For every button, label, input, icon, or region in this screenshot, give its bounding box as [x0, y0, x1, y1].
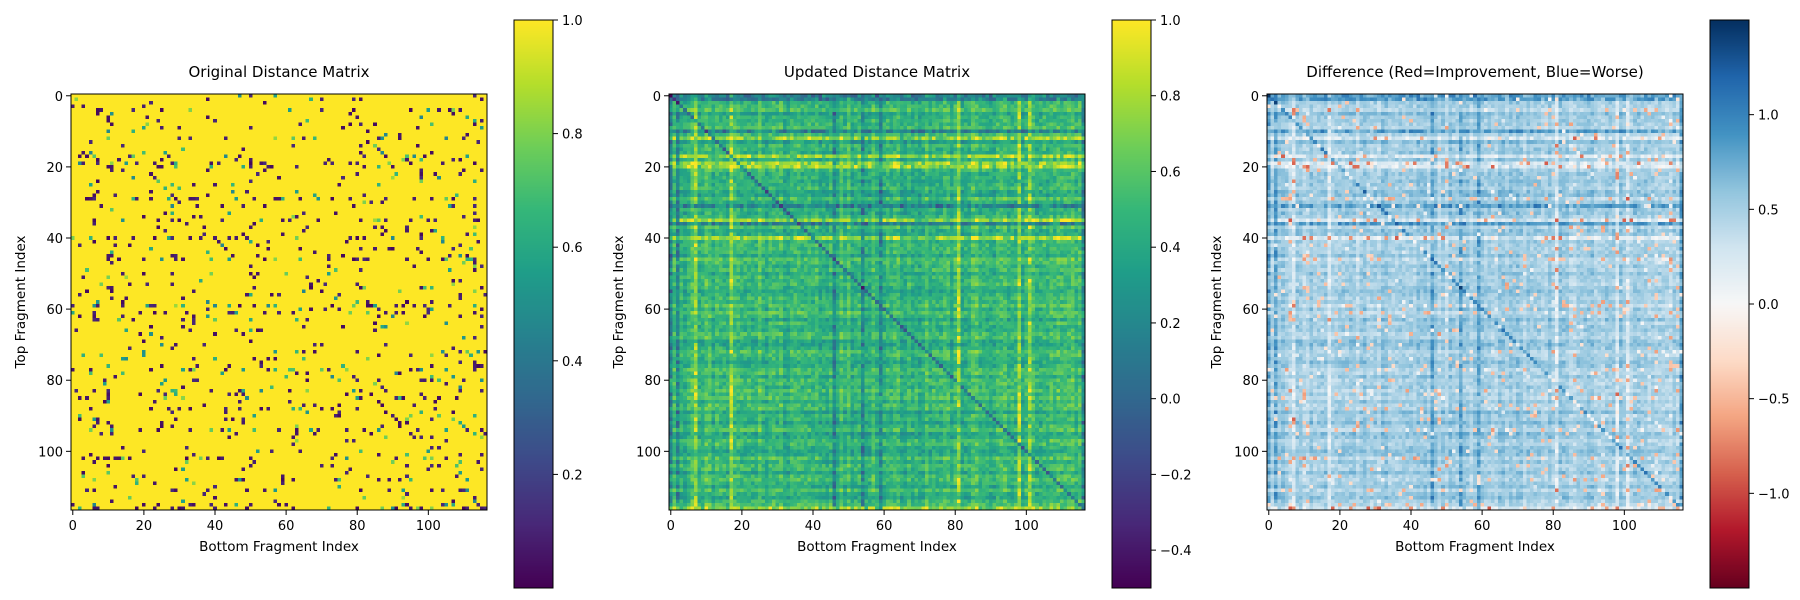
y-tick-label: 40	[1242, 232, 1259, 247]
colorbar-tick-label: 1.0	[1758, 109, 1779, 124]
x-tick-label: 80	[349, 519, 366, 534]
colorbar-tick-label: 0.4	[562, 355, 583, 370]
panel-original-x-ticks: 0 20 40 60 80 100	[69, 510, 441, 534]
x-tick-label: 0	[1265, 519, 1273, 534]
panel-original-xlabel: Bottom Fragment Index	[199, 539, 359, 555]
colorbar-tick-label: 1.0	[1160, 14, 1181, 29]
x-tick-label: 40	[805, 519, 822, 534]
y-tick-label: 60	[1242, 303, 1259, 318]
y-tick-label: 20	[644, 161, 661, 176]
colorbar-updated-frame	[1111, 19, 1152, 589]
heatmap-original	[71, 94, 487, 510]
x-tick-label: 80	[1545, 519, 1562, 534]
x-tick-label: 20	[1332, 519, 1349, 534]
colorbar-tick-label: 0.0	[1160, 393, 1181, 408]
heatmap-updated	[669, 94, 1085, 510]
panel-difference: Difference (Red=Improvement, Blue=Worse)…	[1209, 19, 1790, 589]
x-tick-label: 60	[278, 519, 295, 534]
colorbar-tick-label: 0.6	[1160, 165, 1181, 180]
panel-original-ylabel: Top Fragment Index	[13, 235, 29, 369]
y-tick-label: 100	[1234, 445, 1259, 460]
x-tick-label: 100	[1014, 519, 1039, 534]
panel-updated-xlabel: Bottom Fragment Index	[797, 539, 957, 555]
panel-original-title: Original Distance Matrix	[188, 63, 369, 81]
x-tick-label: 60	[1474, 519, 1491, 534]
y-tick-label: 60	[46, 303, 63, 318]
panel-difference-ylabel: Top Fragment Index	[1209, 235, 1225, 369]
y-tick-label: 0	[1251, 90, 1259, 105]
panel-difference-y-ticks: 0 20 40 60 80 100	[1234, 90, 1267, 460]
x-tick-label: 100	[1612, 519, 1637, 534]
panel-difference-x-ticks: 0 20 40 60 80 100	[1265, 510, 1637, 534]
panel-original-y-ticks: 0 20 40 60 80 100	[38, 90, 71, 460]
colorbar-tick-label: 0.8	[1160, 90, 1181, 105]
y-tick-label: 80	[46, 374, 63, 389]
y-tick-label: 20	[46, 161, 63, 176]
x-tick-label: 100	[416, 519, 441, 534]
colorbar-tick-label: 0.6	[562, 241, 583, 256]
panel-updated-ylabel: Top Fragment Index	[611, 235, 627, 369]
panel-updated-y-ticks: 0 20 40 60 80 100	[636, 90, 669, 460]
x-tick-label: 0	[667, 519, 675, 534]
colorbar-updated	[1112, 20, 1151, 588]
colorbar-tick-label: 0.5	[1758, 203, 1779, 218]
panel-updated-title: Updated Distance Matrix	[784, 63, 970, 81]
heatmap-updated-frame	[668, 93, 1086, 511]
colorbar-tick-label: −0.5	[1758, 393, 1790, 408]
y-tick-label: 0	[653, 90, 661, 105]
panel-difference-title: Difference (Red=Improvement, Blue=Worse)	[1306, 63, 1643, 81]
x-tick-label: 80	[947, 519, 964, 534]
colorbar-tick-label: −1.0	[1758, 487, 1790, 502]
y-tick-label: 80	[1242, 374, 1259, 389]
y-tick-label: 40	[644, 232, 661, 247]
colorbar-tick-label: −0.2	[1160, 468, 1192, 483]
colorbar-tick-label: −0.4	[1160, 544, 1192, 559]
panel-updated: Updated Distance Matrix 0 20 40 60 80 100 0 20…	[611, 14, 1192, 589]
colorbar-difference-ticks: −1.0 −0.5 0.0 0.5 1.0	[1749, 109, 1790, 502]
panel-updated-x-ticks: 0 20 40 60 80 100	[667, 510, 1039, 534]
colorbar-updated-ticks: −0.4 −0.2 0.0 0.2 0.4 0.6 0.8 1.0	[1151, 14, 1192, 559]
colorbar-tick-label: 0.8	[562, 128, 583, 143]
x-tick-label: 0	[69, 519, 77, 534]
colorbar-original-frame	[513, 19, 554, 589]
y-tick-label: 60	[644, 303, 661, 318]
colorbar-tick-label: 1.0	[562, 14, 583, 29]
y-tick-label: 100	[38, 445, 63, 460]
heatmap-difference-frame	[1266, 93, 1684, 511]
y-tick-label: 80	[644, 374, 661, 389]
panel-difference-xlabel: Bottom Fragment Index	[1395, 539, 1555, 555]
heatmap-difference	[1267, 94, 1683, 510]
colorbar-difference	[1710, 20, 1749, 588]
colorbar-tick-label: 0.2	[1160, 317, 1181, 332]
x-tick-label: 20	[734, 519, 751, 534]
colorbar-tick-label: 0.0	[1758, 298, 1779, 313]
colorbar-tick-label: 0.4	[1160, 241, 1181, 256]
y-tick-label: 40	[46, 232, 63, 247]
x-tick-label: 20	[136, 519, 153, 534]
x-tick-label: 60	[876, 519, 893, 534]
x-tick-label: 40	[207, 519, 224, 534]
colorbar-original-ticks: 0.2 0.4 0.6 0.8 1.0	[553, 14, 583, 483]
colorbar-original	[514, 20, 553, 588]
y-tick-label: 100	[636, 445, 661, 460]
heatmap-original-frame	[70, 93, 488, 511]
y-tick-label: 0	[55, 90, 63, 105]
y-tick-label: 20	[1242, 161, 1259, 176]
panel-original: Original Distance Matrix 0 20 40 60 80 100 0 2…	[13, 14, 583, 589]
colorbar-tick-label: 0.2	[562, 468, 583, 483]
x-tick-label: 40	[1403, 519, 1420, 534]
